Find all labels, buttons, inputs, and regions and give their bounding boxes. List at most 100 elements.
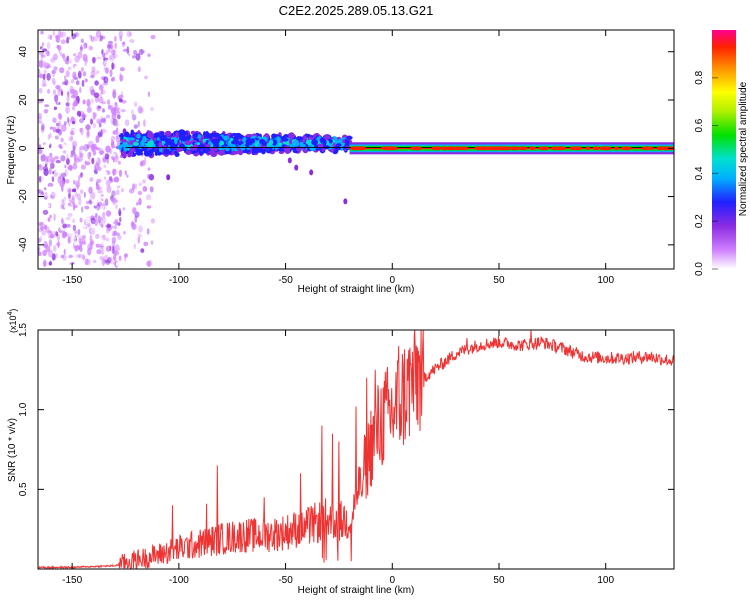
noise-cell [77,70,82,79]
noise-cell [88,204,93,210]
noise-cell [84,78,88,83]
noise-cell [119,74,124,82]
noise-cell [38,71,42,75]
noise-cell [118,169,123,177]
band-cell [151,137,157,141]
noise-cell [48,52,55,61]
noise-cell [138,48,144,56]
noise-cell [71,188,77,193]
noise-cell [132,183,136,191]
noise-cell [76,252,81,258]
noise-cell [77,32,80,40]
noise-cell [113,253,117,262]
noise-cell [108,59,112,63]
noise-cell [79,242,83,247]
noise-cell [49,195,55,199]
noise-cell [117,232,120,236]
noise-cell [146,260,151,267]
noise-cell [102,52,106,59]
colorbar-tick-label: 0.2 [694,214,705,228]
noise-cell [69,85,74,94]
noise-cell [111,241,116,249]
band-cell [137,130,141,135]
tone-cell [350,146,355,151]
noise-cell [122,207,126,211]
tone-cell [614,146,619,151]
noise-cell [48,132,52,139]
band-cell [212,132,217,137]
noise-cell [76,193,82,200]
noise-cell [38,120,43,124]
noise-cell [95,183,100,191]
noise-cell [89,234,93,243]
noise-cell [89,102,94,109]
noise-cell [91,157,95,165]
band-cell [158,141,162,149]
noise-cell [95,66,99,72]
noise-cell [110,140,115,146]
noise-cell [88,210,92,215]
band-cell [283,145,291,153]
noise-cell [137,66,141,73]
noise-cell [88,227,93,235]
noise-cell [61,231,67,239]
noise-cell [38,112,42,120]
noise-cell [85,35,91,42]
noise-cell [59,113,63,120]
noise-cell [103,164,107,169]
band-cell [219,151,224,154]
noise-cell [110,53,116,62]
noise-cell [124,119,130,127]
noise-cell [56,247,59,254]
noise-cell [83,42,87,50]
noise-cell [95,233,100,239]
noise-cell [114,177,119,183]
noise-cell [88,198,92,205]
band-cell [251,146,259,154]
band-cell [319,137,325,144]
noise-cell [129,39,135,43]
spectrogram-xtick-label: -50 [278,275,293,286]
noise-cell [93,199,97,206]
noise-cell [90,118,93,125]
noise-cell [108,176,113,181]
noise-cell [55,168,61,173]
noise-cell [73,89,78,98]
noise-cell [63,216,67,221]
noise-cell [41,83,47,87]
noise-cell [99,185,103,189]
band-cell [147,132,151,139]
noise-cell [85,219,90,225]
band-cell [314,144,319,148]
noise-cell [74,156,77,164]
noise-cell [95,205,100,212]
noise-cell [67,212,73,217]
noise-cell [113,155,119,163]
noise-cell [43,224,48,230]
band-cell [128,135,135,139]
spectrogram-xtick-label: 50 [493,275,505,286]
snr-frame [37,329,675,570]
noise-cell [58,31,64,39]
noise-cell [72,255,77,263]
band-cell [140,140,145,147]
noise-cell [114,52,120,59]
noise-cell [147,120,150,129]
noise-cell [59,180,65,188]
noise-cell [99,34,103,42]
noise-cell [105,49,112,53]
tone-cell [435,146,441,151]
noise-cell [94,80,99,86]
noise-cell [94,157,98,162]
snr-xtick-label: -50 [278,575,293,586]
noise-cell [97,105,102,109]
noise-cell [73,129,78,134]
tone-cell [486,146,495,151]
noise-cell [72,218,75,224]
band-cell [255,142,258,147]
band-cell [299,141,304,147]
band-cell [244,142,250,148]
tone-cell [509,146,518,151]
band-cell [205,147,211,152]
noise-cell [102,108,105,113]
